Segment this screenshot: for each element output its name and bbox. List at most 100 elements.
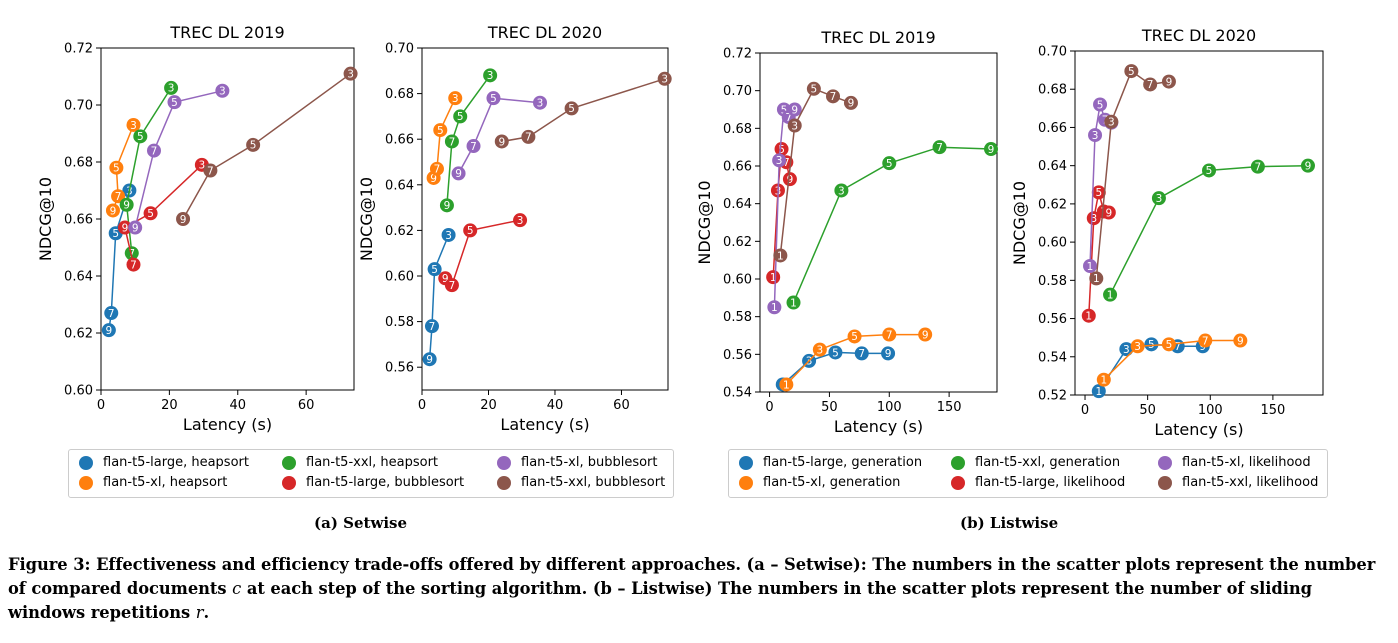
chart-setwise-2020: TREC DL 2020 Latency (s) NDCG@10 0 20 40 60 0.5… (357, 23, 672, 434)
data-point-label: 9 (848, 98, 855, 110)
y-tick-label: 0.52 (1038, 389, 1067, 404)
data-point-label: 9 (180, 214, 187, 226)
data-point-label: 3 (1092, 130, 1099, 142)
data-point (429, 161, 444, 176)
series: 1 3 5 7 9 (1103, 158, 1315, 302)
data-point (787, 102, 802, 117)
data-point (463, 223, 478, 238)
data-point-label: 7 (130, 259, 137, 271)
data-point-label: 9 (498, 136, 505, 148)
data-point-label: 1 (783, 379, 790, 391)
data-point (203, 163, 218, 178)
data-point (444, 134, 459, 149)
data-point-label: 7 (936, 142, 943, 154)
data-point (343, 66, 358, 81)
legend-label: flan-t5-xl, heapsort (103, 475, 228, 490)
data-point-label: 9 (1105, 207, 1112, 219)
data-point (126, 257, 141, 272)
data-point-label: 1 (1107, 289, 1114, 301)
data-point-label: 7 (429, 321, 436, 333)
legend-label: flan-t5-xxl, bubblesort (521, 475, 666, 490)
data-point (834, 183, 849, 198)
legend-item: flan-t5-xl, generation (739, 475, 900, 490)
data-point-label: 9 (106, 325, 113, 337)
legend-label: flan-t5-xl, bubblesort (521, 455, 658, 470)
data-point (424, 319, 439, 334)
data-point-label: 3 (1156, 193, 1163, 205)
chart-title: TREC DL 2020 (487, 23, 602, 42)
y-tick-label: 0.62 (64, 327, 93, 342)
data-point (1081, 308, 1096, 323)
data-point (772, 153, 787, 168)
series-line (792, 146, 992, 303)
x-tick-label: 0 (1081, 403, 1089, 418)
x-tick-label: 20 (161, 398, 178, 413)
data-point (104, 306, 119, 321)
y-tick-label: 0.62 (723, 235, 752, 250)
caption-part1: Figure 3: Effectiveness and efficiency t… (8, 555, 1376, 598)
series-line (428, 234, 450, 360)
data-point-label: 9 (1237, 335, 1244, 347)
legend-label: flan-t5-xl, generation (763, 475, 901, 490)
series-line (1098, 343, 1203, 392)
data-point-label: 1 (790, 297, 797, 309)
data-point-label: 1 (1087, 261, 1094, 273)
x-tick-label: 0 (765, 400, 773, 415)
data-point (111, 189, 126, 204)
data-point-label: 3 (517, 215, 524, 227)
legend-label: flan-t5-xxl, likelihood (1182, 475, 1319, 490)
y-axis-label: NDCG@10 (695, 180, 714, 264)
data-point (1151, 191, 1166, 206)
y-tick-label: 0.64 (1038, 159, 1067, 174)
x-tick-label: 50 (821, 400, 838, 415)
data-point (486, 91, 501, 106)
data-point-label: 9 (430, 173, 437, 185)
data-point (812, 342, 827, 357)
series-line (124, 164, 203, 265)
data-point (124, 246, 139, 261)
data-point (164, 80, 179, 95)
data-point (143, 206, 158, 221)
data-point (828, 345, 843, 360)
sublabel-setwise: (a) Setwise (314, 514, 408, 532)
y-tick-label: 0.72 (64, 42, 93, 57)
data-point-label: 5 (851, 331, 858, 343)
data-point-label: 7 (108, 308, 115, 320)
data-point-label: 7 (525, 132, 532, 144)
data-point (422, 352, 437, 367)
y-tick-label: 0.68 (385, 87, 414, 102)
data-point (117, 220, 132, 235)
legend-item: flan-t5-large, likelihood (951, 475, 1125, 490)
caption-var-c: c (232, 579, 242, 598)
data-point-label: 7 (783, 157, 790, 169)
y-tick-label: 0.56 (723, 348, 752, 363)
data-point-label: 9 (442, 273, 449, 285)
data-point (767, 300, 782, 315)
data-point (1198, 333, 1213, 348)
data-point (843, 95, 858, 110)
data-point-label: 3 (1108, 117, 1115, 129)
data-point (176, 212, 191, 226)
data-point-label: 3 (168, 83, 175, 95)
plot-frame (1074, 50, 1324, 396)
x-tick-label: 150 (937, 400, 962, 415)
legend-item: flan-t5-xl, bubblesort (497, 455, 658, 470)
data-point-label: 7 (858, 348, 865, 360)
data-point-label: 3 (219, 86, 226, 98)
legend-item: flan-t5-large, generation (739, 455, 922, 470)
legend-label: flan-t5-large, bubblesort (306, 475, 465, 490)
data-point (439, 198, 454, 213)
legend-label: flan-t5-xl, likelihood (1182, 455, 1311, 470)
y-axis-label: NDCG@10 (36, 177, 55, 261)
y-tick-label: 0.68 (723, 122, 752, 137)
data-point (427, 262, 442, 277)
legend-listwise: flan-t5-large, generation flan-t5-xl, gen… (728, 449, 1328, 498)
legend-item: flan-t5-xxl, heapsort (282, 455, 438, 470)
x-tick-label: 60 (613, 398, 630, 413)
y-tick-label: 0.54 (1038, 350, 1067, 365)
